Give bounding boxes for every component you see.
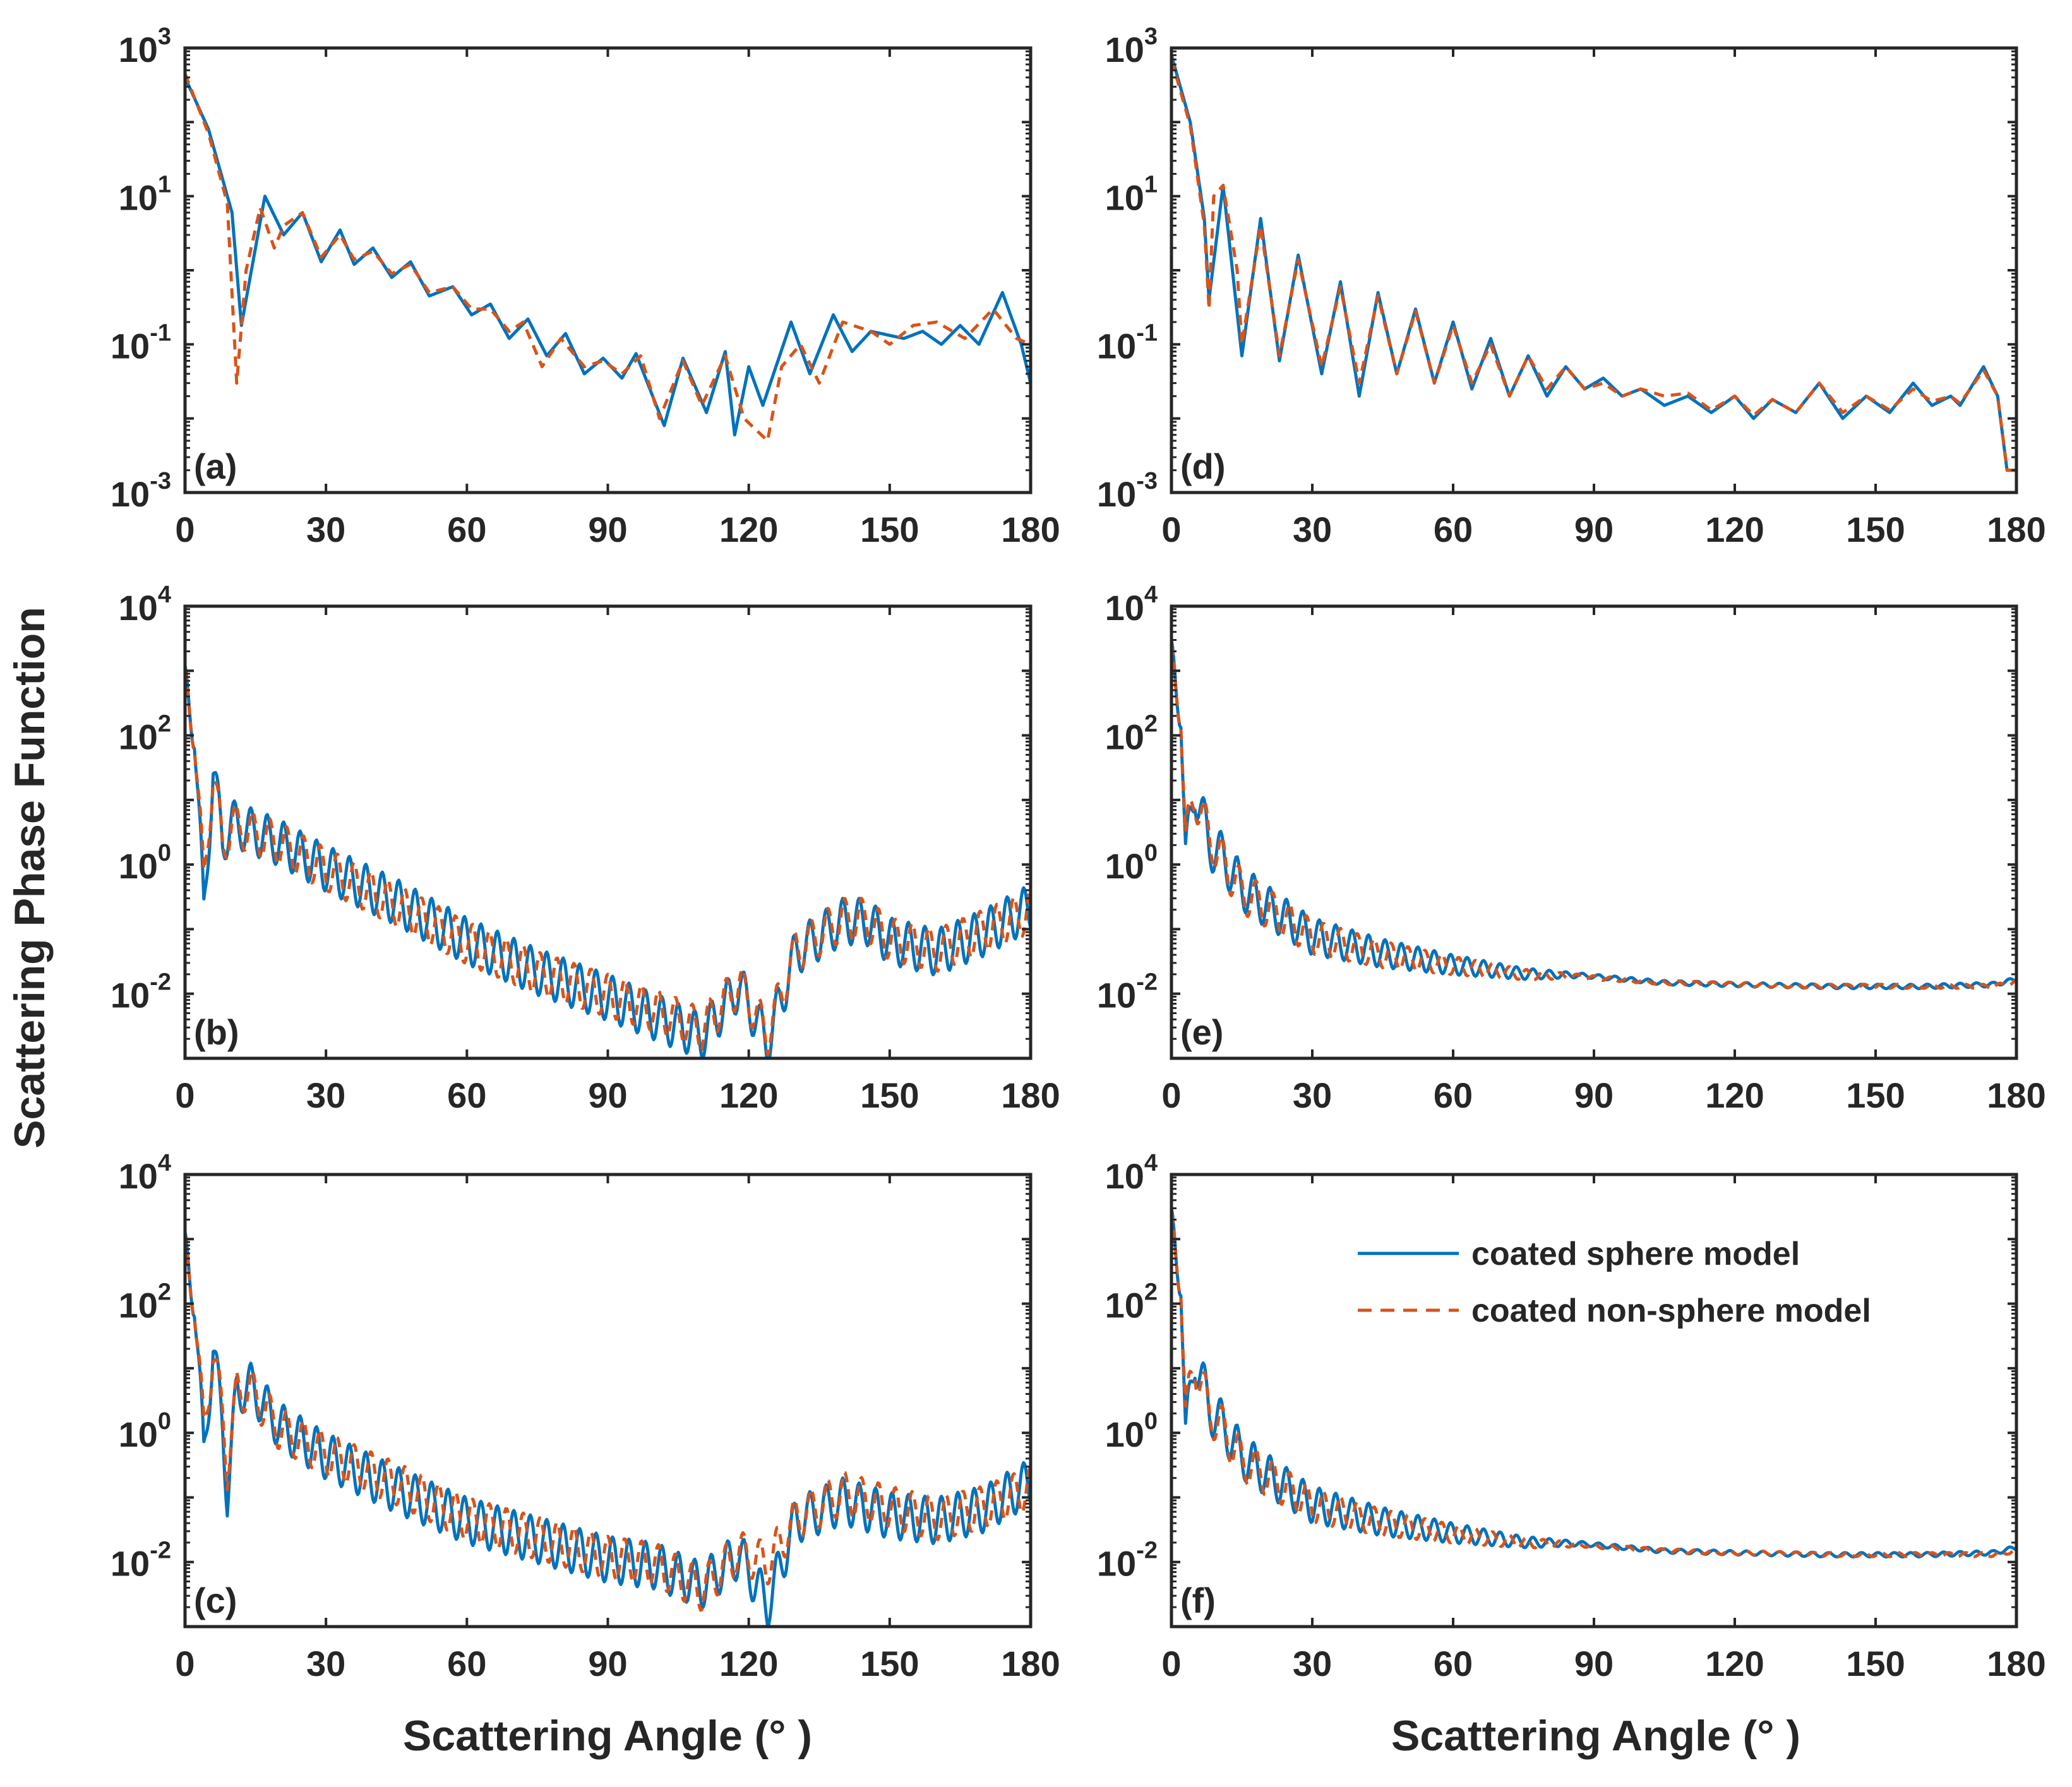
series-line-nonsphere [185, 670, 1031, 1056]
panel-label: (f) [1180, 1581, 1216, 1620]
x-tick-label: 90 [1574, 1075, 1614, 1115]
x-axis-label-left: Scattering Angle (° ) [403, 1712, 812, 1760]
y-tick-label: 104 [119, 582, 171, 628]
x-tick-label: 30 [306, 510, 345, 549]
y-tick-label: 102 [1105, 1279, 1158, 1325]
y-tick-label: 10-2 [111, 969, 171, 1015]
x-tick-label: 120 [719, 510, 778, 549]
y-tick-label: 101 [1105, 172, 1158, 218]
x-tick-label: 150 [1846, 1644, 1905, 1683]
y-tick-label: 10-2 [1097, 969, 1158, 1015]
x-tick-label: 0 [175, 1644, 195, 1683]
y-tick-label: 100 [119, 840, 171, 886]
legend-label: coated sphere model [1471, 1236, 1800, 1272]
panel-label: (d) [1180, 446, 1226, 486]
panel-d: 0 30 60 90 120 150 180 10-3 10-1 101 103 (d) [1097, 23, 2046, 549]
x-tick-label: 180 [1987, 1644, 2045, 1683]
y-tick-label: 10-1 [1097, 320, 1158, 366]
y-tick-label: 104 [119, 1150, 171, 1196]
y-tick-label: 104 [1105, 582, 1158, 628]
x-tick-label: 0 [1161, 1075, 1181, 1115]
x-tick-label: 0 [175, 510, 195, 549]
y-tick-label: 100 [1105, 840, 1158, 886]
x-tick-label: 90 [1574, 1644, 1614, 1683]
y-tick-label: 100 [1105, 1408, 1158, 1454]
series-line-nonsphere [185, 73, 1031, 443]
x-tick-label: 30 [306, 1644, 345, 1683]
panel-label: (c) [194, 1581, 237, 1620]
panel-e: 0 30 60 90 120 150 180 10-2 100 102 104 (e) [1097, 582, 2046, 1115]
x-tick-label: 30 [1293, 1075, 1332, 1115]
y-tick-label: 101 [119, 172, 171, 218]
panel-label: (e) [1180, 1012, 1223, 1052]
series-line-sphere [185, 1231, 1031, 1627]
x-tick-label: 180 [1001, 1075, 1060, 1115]
x-tick-label: 30 [1293, 510, 1332, 549]
x-tick-label: 60 [447, 1075, 486, 1115]
x-tick-label: 90 [588, 1075, 627, 1115]
x-tick-label: 60 [1434, 1644, 1473, 1683]
legend-label: coated non-sphere model [1471, 1293, 1871, 1329]
y-tick-label: 10-2 [1097, 1538, 1158, 1584]
x-tick-label: 120 [719, 1075, 778, 1115]
series-line-nonsphere [1171, 59, 2016, 472]
series-line-sphere [1171, 1208, 2016, 1559]
panel-label: (b) [194, 1012, 239, 1052]
x-tick-label: 60 [1434, 510, 1473, 549]
y-tick-label: 104 [1105, 1150, 1158, 1196]
x-tick-label: 60 [1434, 1075, 1473, 1115]
x-tick-label: 90 [588, 510, 627, 549]
x-tick-label: 60 [447, 510, 486, 549]
legend: coated sphere model coated non-sphere mod… [1358, 1236, 1871, 1329]
y-tick-label: 102 [119, 1279, 171, 1325]
x-tick-label: 120 [719, 1644, 778, 1683]
x-tick-label: 180 [1001, 510, 1060, 549]
x-tick-label: 90 [1574, 510, 1614, 549]
panel-label: (a) [194, 446, 237, 486]
x-tick-label: 120 [1705, 510, 1764, 549]
x-tick-label: 0 [1161, 1644, 1181, 1683]
series-line-nonsphere [1171, 1213, 2016, 1558]
panel-f: 0 30 60 90 120 150 180 10-2 100 102 104 (f) [1097, 1150, 2046, 1683]
y-axis-label: Scattering Phase Function [6, 607, 54, 1149]
x-tick-label: 30 [306, 1075, 345, 1115]
x-tick-label: 30 [1293, 1644, 1332, 1683]
panels: 0 30 60 90 120 150 180 10-3 10-1 101 103 (a) 0 30 60 90… [111, 23, 2046, 1683]
series-line-nonsphere [185, 1236, 1031, 1612]
x-tick-label: 180 [1987, 510, 2045, 549]
y-tick-label: 100 [119, 1408, 171, 1454]
x-tick-label: 150 [1846, 1075, 1905, 1115]
panel-a: 0 30 60 90 120 150 180 10-3 10-1 101 103 (a) [111, 23, 1060, 549]
x-tick-label: 150 [1846, 510, 1905, 549]
series-line-sphere [185, 665, 1031, 1058]
x-tick-label: 150 [860, 510, 919, 549]
y-tick-label: 10-3 [111, 468, 171, 514]
y-tick-label: 10-2 [111, 1538, 171, 1584]
x-tick-label: 180 [1001, 1644, 1060, 1683]
x-axis-label-right: Scattering Angle (° ) [1391, 1712, 1800, 1760]
panel-c: 0 30 60 90 120 150 180 10-2 100 102 104 (c) [111, 1150, 1060, 1683]
y-tick-label: 10-3 [1097, 468, 1158, 514]
y-tick-label: 103 [1105, 23, 1158, 69]
x-tick-label: 0 [1161, 510, 1181, 549]
x-tick-label: 60 [447, 1644, 486, 1683]
x-tick-label: 150 [860, 1075, 919, 1115]
x-tick-label: 180 [1987, 1075, 2045, 1115]
x-tick-label: 0 [175, 1075, 195, 1115]
panel-b: 0 30 60 90 120 150 180 10-2 100 102 104 (b) [111, 582, 1060, 1115]
series-line-nonsphere [1171, 645, 2016, 990]
y-tick-label: 102 [1105, 711, 1158, 757]
y-tick-label: 10-1 [111, 320, 171, 366]
x-tick-label: 150 [860, 1644, 919, 1683]
x-tick-label: 120 [1705, 1075, 1764, 1115]
y-tick-label: 102 [119, 711, 171, 757]
x-tick-label: 120 [1705, 1644, 1764, 1683]
x-tick-label: 90 [588, 1644, 627, 1683]
y-tick-label: 103 [119, 23, 171, 69]
